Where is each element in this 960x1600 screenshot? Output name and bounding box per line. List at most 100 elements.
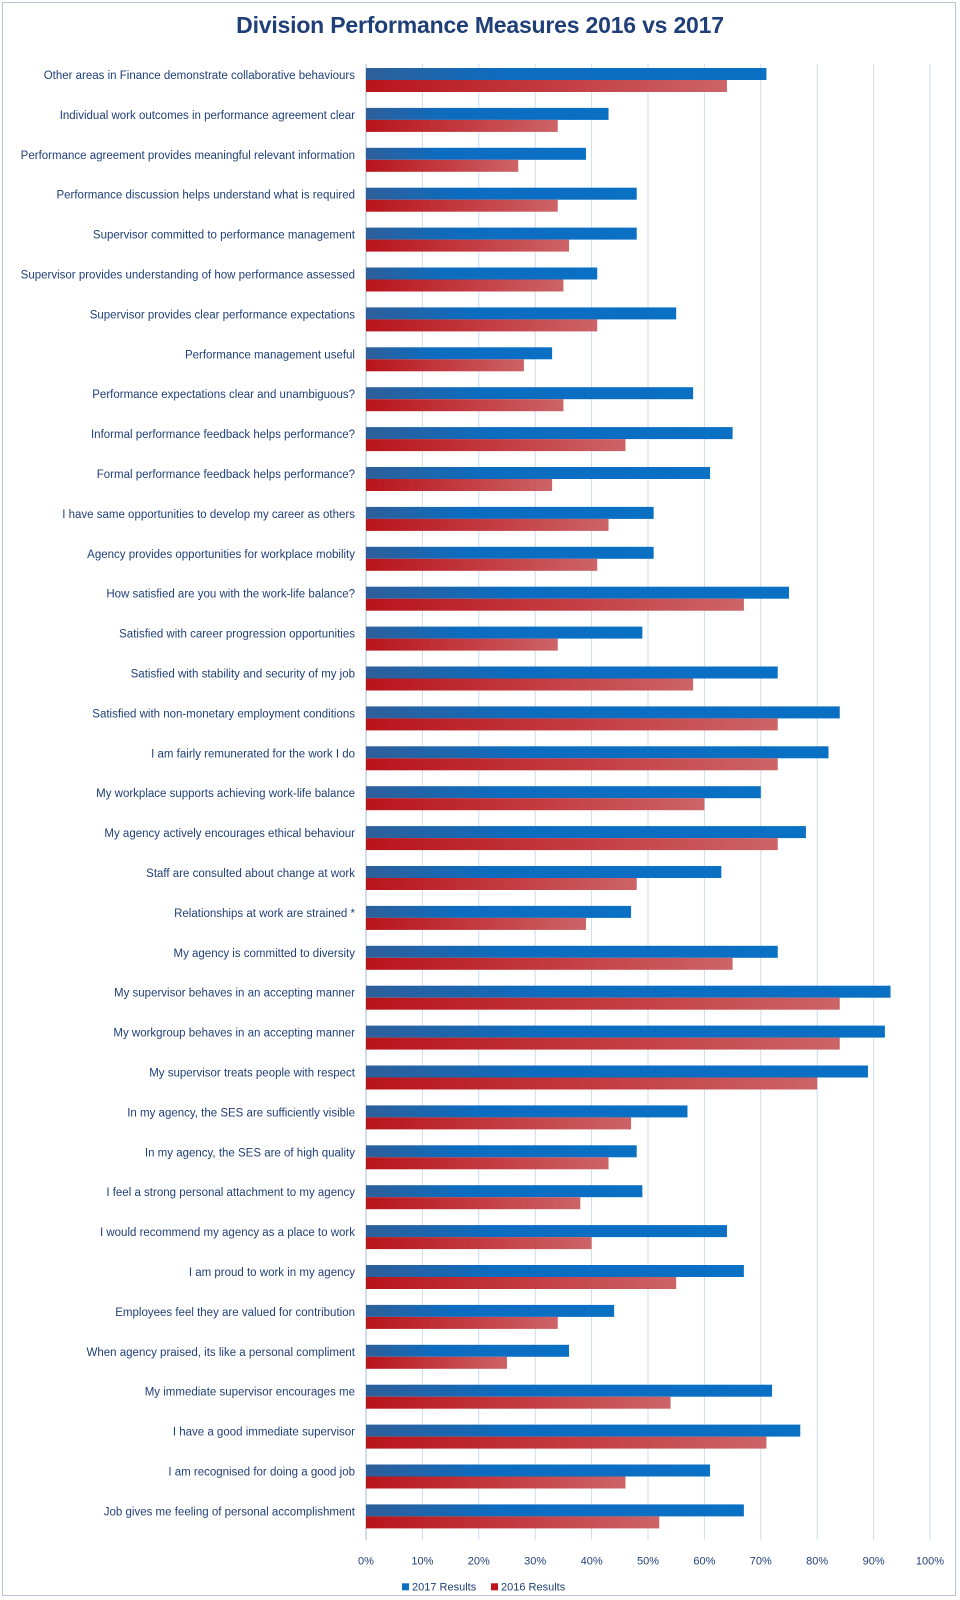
bar-2016 xyxy=(366,119,558,132)
category-label: Staff are consulted about change at work xyxy=(146,868,355,880)
category-label: I am proud to work in my agency xyxy=(189,1267,355,1279)
bar-2017 xyxy=(366,467,711,479)
bar-2016 xyxy=(366,718,778,731)
category-label: In my agency, the SES are of high qualit… xyxy=(145,1147,355,1159)
bar-2016 xyxy=(366,838,778,851)
category-label: Performance expectations clear and unamb… xyxy=(92,389,355,401)
category-label: When agency praised, its like a personal… xyxy=(87,1347,356,1359)
category-label: Performance agreement provides meaningfu… xyxy=(21,150,355,162)
category-labels: Other areas in Finance demonstrate colla… xyxy=(21,70,356,1518)
bar-2017 xyxy=(366,626,643,639)
bar-2016 xyxy=(366,1436,767,1449)
bar-2017 xyxy=(366,1344,570,1357)
category-label: Satisfied with non-monetary employment c… xyxy=(92,708,355,720)
bar-2016 xyxy=(366,997,840,1010)
category-label: My supervisor treats people with respect xyxy=(149,1068,356,1080)
legend-2017-label: 2017 Results xyxy=(412,1581,477,1593)
category-label: Performance management useful xyxy=(185,349,355,361)
bar-2017 xyxy=(366,427,733,440)
bar-2016 xyxy=(366,1077,818,1090)
category-label: Supervisor provides understanding of how… xyxy=(21,270,355,282)
category-label: I have same opportunities to develop my … xyxy=(62,509,355,521)
bars xyxy=(366,68,891,1529)
x-tick-label: 0% xyxy=(358,1555,374,1567)
bar-2017 xyxy=(366,866,722,878)
bar-2016 xyxy=(366,199,558,212)
category-label: I am recognised for doing a good job xyxy=(168,1467,355,1479)
bar-2016 xyxy=(366,159,519,172)
bar-2017 xyxy=(366,706,840,719)
bar-2016 xyxy=(366,239,570,252)
category-label: My agency is committed to diversity xyxy=(173,948,355,960)
bar-2017 xyxy=(366,1105,688,1118)
bar-2016 xyxy=(366,917,586,930)
category-label: Supervisor committed to performance mana… xyxy=(93,230,356,242)
category-label: Informal performance feedback helps perf… xyxy=(91,429,355,441)
bar-2016 xyxy=(366,1237,592,1250)
bar-2017 xyxy=(366,1424,801,1437)
x-tick-label: 20% xyxy=(468,1555,490,1567)
bar-2017 xyxy=(366,1185,643,1198)
bar-2016 xyxy=(366,1117,632,1130)
bar-2017 xyxy=(366,387,694,400)
category-label: Satisfied with stability and security of… xyxy=(131,669,355,681)
bar-2017 xyxy=(366,1025,885,1038)
bar-2017 xyxy=(366,347,553,360)
category-label: I have a good immediate supervisor xyxy=(173,1427,355,1439)
bar-2016 xyxy=(366,678,694,691)
bar-2016 xyxy=(366,758,778,771)
chart-title: Division Performance Measures 2016 vs 20… xyxy=(236,12,724,38)
bar-2017 xyxy=(366,147,586,160)
category-label: Other areas in Finance demonstrate colla… xyxy=(44,70,356,82)
bar-2016 xyxy=(366,1516,660,1529)
bar-2016 xyxy=(366,638,558,651)
x-tick-label: 80% xyxy=(806,1555,828,1567)
bar-2016 xyxy=(366,878,637,890)
bar-2016 xyxy=(366,798,705,811)
category-label: Agency provides opportunities for workpl… xyxy=(87,549,355,561)
bar-2016 xyxy=(366,518,609,531)
x-tick-label: 100% xyxy=(916,1555,944,1567)
bar-2017 xyxy=(366,1504,744,1517)
category-label: I am fairly remunerated for the work I d… xyxy=(151,748,355,760)
x-axis-ticks: 0% 10% 20% 30% 40% 50% 60% 70% 80% 90% 100% xyxy=(358,1555,944,1567)
bar-2017 xyxy=(366,1464,711,1477)
category-label: Satisfied with career progression opport… xyxy=(119,629,355,641)
bar-2016 xyxy=(366,957,733,970)
bar-2017 xyxy=(366,1145,637,1158)
category-label: I would recommend my agency as a place t… xyxy=(100,1227,355,1239)
category-label: How satisfied are you with the work-life… xyxy=(106,589,355,601)
bar-2016 xyxy=(366,1157,609,1170)
category-label: Job gives me feeling of personal accompl… xyxy=(104,1506,356,1518)
category-label: My workgroup behaves in an accepting man… xyxy=(113,1028,355,1040)
bar-2016 xyxy=(366,479,553,491)
bar-2017 xyxy=(366,187,637,200)
category-label: My agency actively encourages ethical be… xyxy=(104,828,355,840)
bar-2017 xyxy=(366,945,778,958)
bar-2017 xyxy=(366,985,891,998)
bar-2016 xyxy=(366,1277,677,1289)
legend: 2017 Results 2016 Results xyxy=(402,1581,566,1593)
bar-2016 xyxy=(366,1197,581,1210)
bar-2017 xyxy=(366,506,654,519)
category-label: Performance discussion helps understand … xyxy=(56,190,355,202)
bar-2017 xyxy=(366,107,609,120)
category-label: I feel a strong personal attachment to m… xyxy=(106,1187,355,1199)
bar-2016 xyxy=(366,1316,558,1329)
legend-2016-label: 2016 Results xyxy=(501,1581,566,1593)
bar-2017 xyxy=(366,1384,773,1397)
category-label: In my agency, the SES are sufficiently v… xyxy=(127,1107,355,1119)
legend-2017-swatch xyxy=(402,1583,409,1591)
bar-2017 xyxy=(366,307,677,320)
bar-2016 xyxy=(366,319,598,332)
x-tick-label: 40% xyxy=(581,1555,603,1567)
bar-2016 xyxy=(366,80,727,92)
x-tick-label: 90% xyxy=(863,1555,885,1567)
bar-2016 xyxy=(366,279,564,292)
bar-2017 xyxy=(366,68,767,80)
bar-2016 xyxy=(366,1396,671,1409)
bar-2017 xyxy=(366,1304,615,1317)
category-label: Supervisor provides clear performance ex… xyxy=(90,309,356,321)
bar-2016 xyxy=(366,598,744,611)
x-tick-label: 30% xyxy=(524,1555,546,1567)
